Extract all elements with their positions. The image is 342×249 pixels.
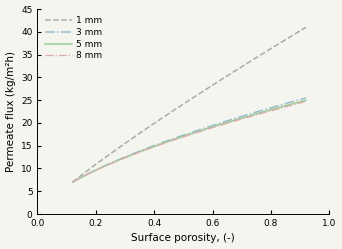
5 mm	[146, 147, 150, 150]
3 mm	[163, 140, 167, 143]
8 mm	[239, 118, 243, 121]
5 mm	[70, 181, 75, 184]
1 mm	[163, 115, 167, 118]
1 mm	[239, 66, 243, 69]
3 mm	[304, 96, 308, 99]
3 mm	[217, 122, 221, 125]
Line: 3 mm: 3 mm	[73, 98, 306, 182]
8 mm	[304, 100, 308, 103]
5 mm	[240, 117, 244, 120]
1 mm	[146, 126, 150, 129]
8 mm	[163, 142, 167, 145]
Y-axis label: Permeate flux (kg/m²h): Permeate flux (kg/m²h)	[5, 51, 15, 172]
8 mm	[240, 118, 244, 121]
5 mm	[217, 123, 221, 126]
5 mm	[304, 99, 308, 102]
1 mm	[217, 79, 221, 82]
X-axis label: Surface porosity, (-): Surface porosity, (-)	[131, 234, 235, 244]
1 mm	[98, 159, 103, 162]
3 mm	[146, 146, 150, 149]
5 mm	[163, 141, 167, 144]
3 mm	[70, 181, 75, 184]
Line: 8 mm: 8 mm	[73, 102, 306, 182]
8 mm	[217, 124, 221, 127]
5 mm	[239, 117, 243, 120]
8 mm	[98, 167, 103, 170]
3 mm	[98, 166, 103, 169]
8 mm	[146, 147, 150, 150]
8 mm	[70, 181, 75, 184]
5 mm	[98, 167, 103, 170]
Legend: 1 mm, 3 mm, 5 mm, 8 mm: 1 mm, 3 mm, 5 mm, 8 mm	[42, 13, 105, 63]
Line: 5 mm: 5 mm	[73, 100, 306, 182]
1 mm	[70, 181, 75, 184]
1 mm	[304, 26, 308, 29]
1 mm	[240, 65, 244, 68]
3 mm	[240, 115, 244, 118]
3 mm	[239, 115, 243, 118]
Line: 1 mm: 1 mm	[73, 27, 306, 182]
